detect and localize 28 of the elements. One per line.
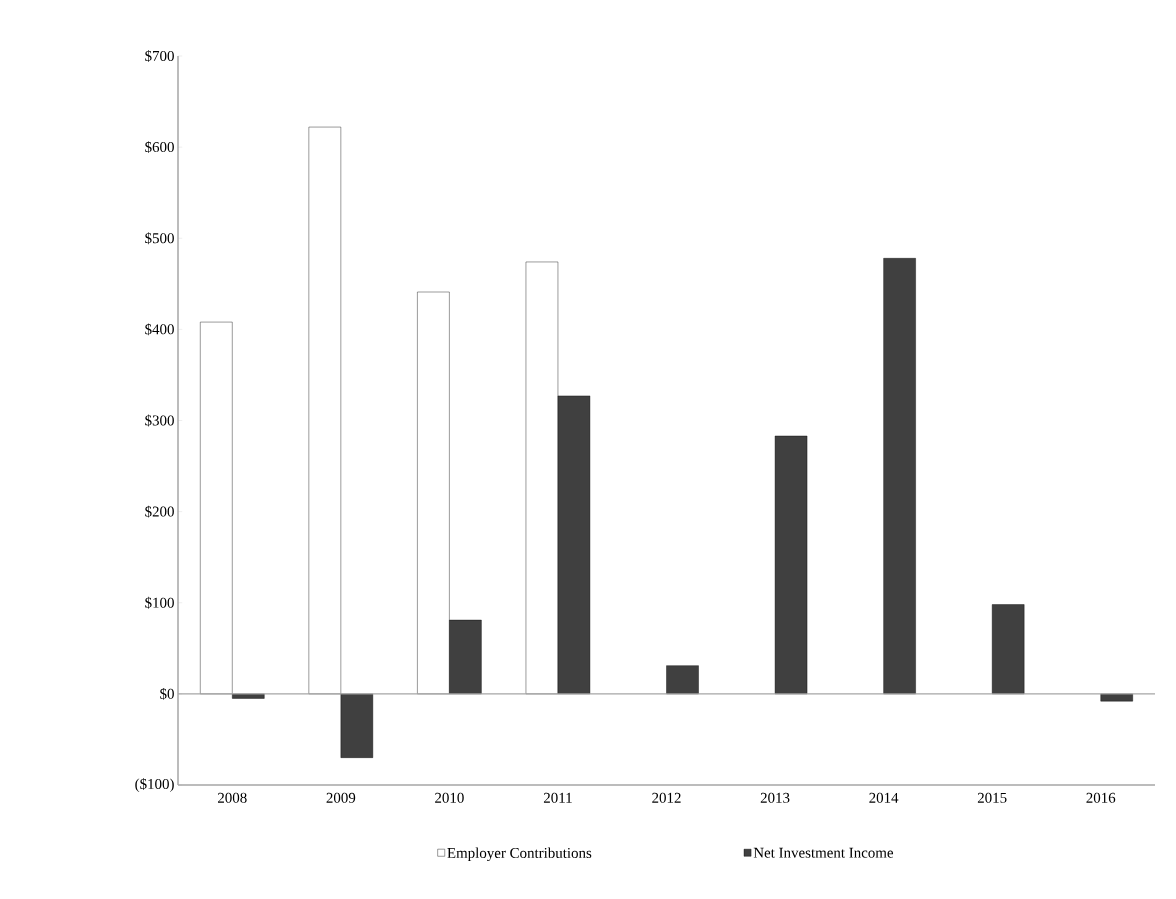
bar xyxy=(340,693,374,758)
x-tick-label: 2015 xyxy=(977,792,1007,803)
bar xyxy=(666,665,699,695)
y-tick-label: $500 xyxy=(145,232,174,245)
bar xyxy=(308,126,342,695)
y-tick-label: $400 xyxy=(145,323,174,336)
y-tick-label: $0 xyxy=(160,687,174,700)
x-tick-label: 2011 xyxy=(543,792,572,803)
x-tick-label: 2013 xyxy=(760,792,790,803)
y-tick-label: ($100) xyxy=(135,778,174,793)
y-tick-label: $300 xyxy=(145,414,174,427)
y-tick-label: $100 xyxy=(145,596,174,609)
x-tick-label: 2009 xyxy=(326,792,356,803)
y-tick-label: $200 xyxy=(145,505,174,518)
x-tick-label: 2008 xyxy=(217,792,247,803)
x-tick-label: 2010 xyxy=(435,792,464,803)
bar xyxy=(200,321,233,695)
y-tick-label: $700 xyxy=(145,50,174,62)
x-tick-label: 2014 xyxy=(869,792,899,803)
legend-label: Net Investment Income xyxy=(753,847,894,858)
x-tick-label: 2012 xyxy=(652,792,681,803)
x-tick-label: 2016 xyxy=(1086,792,1116,803)
bar xyxy=(991,604,1025,695)
bar xyxy=(1100,693,1133,702)
y-tick-label: $600 xyxy=(145,141,174,154)
bar xyxy=(883,258,916,695)
bar xyxy=(774,435,808,695)
legend-label: Employer Contributions xyxy=(447,847,592,862)
